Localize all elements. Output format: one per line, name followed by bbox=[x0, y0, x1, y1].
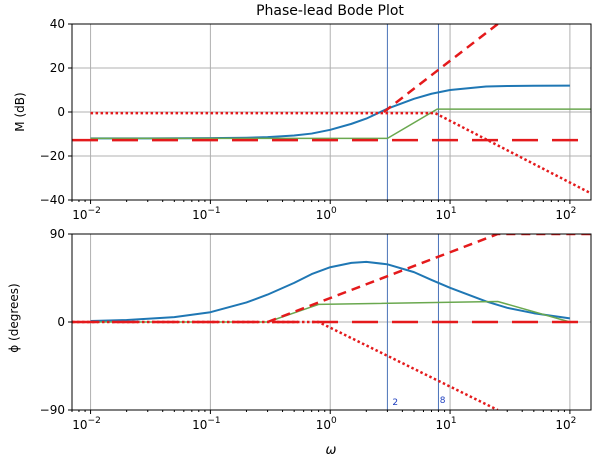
x-tick-label: 102 bbox=[555, 416, 576, 432]
y-tick-label: 90 bbox=[50, 227, 65, 241]
x-tick-label: 10−1 bbox=[192, 206, 221, 222]
x-tick-label: 10−1 bbox=[192, 416, 221, 432]
x-tick-label: 100 bbox=[316, 416, 337, 432]
y-tick-label: 40 bbox=[50, 17, 65, 31]
x-tick-label: 100 bbox=[316, 206, 337, 222]
y-tick-label: −40 bbox=[40, 193, 65, 207]
phase-ylabel: ϕ (degrees) bbox=[7, 283, 21, 352]
x-tick-label: 10−2 bbox=[72, 416, 101, 432]
y-tick-label: 0 bbox=[57, 315, 65, 329]
series-line-dashed bbox=[383, 24, 499, 113]
x-tick-label: 101 bbox=[436, 416, 457, 432]
series-line-dashed bbox=[267, 234, 591, 324]
magnitude-chart-title: Phase-lead Bode Plot bbox=[256, 3, 404, 19]
phase-xlabel: ω bbox=[326, 443, 337, 458]
marker-annotation: 8 bbox=[440, 396, 446, 406]
y-tick-label: 0 bbox=[57, 105, 65, 119]
marker-annotation: 2 bbox=[392, 398, 398, 408]
y-tick-label: 20 bbox=[50, 61, 65, 75]
phase-plot: 2 8 10−2 10−1 100 101 102 −90 0 90 bbox=[40, 227, 592, 432]
series-line-dotted bbox=[90, 111, 591, 195]
magnitude-plot: 10−2 10−1 100 101 102 −40 −20 0 20 40 bbox=[40, 17, 592, 222]
x-tick-label: 101 bbox=[436, 206, 457, 222]
y-tick-label: −90 bbox=[40, 403, 65, 417]
y-tick-label: −20 bbox=[40, 149, 65, 163]
series-line-dotted bbox=[72, 320, 499, 410]
x-tick-label: 102 bbox=[555, 206, 576, 222]
series-line-solid bbox=[90, 108, 591, 140]
magnitude-ylabel: M (dB) bbox=[13, 92, 27, 131]
x-tick-label: 10−2 bbox=[72, 206, 101, 222]
